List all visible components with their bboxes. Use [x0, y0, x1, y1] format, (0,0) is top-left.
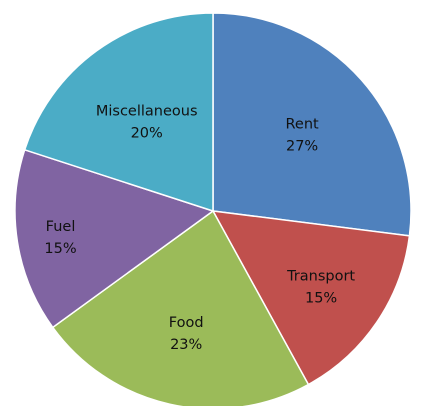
pie-labels: Rent 27% Transport 15% Food 23% Fuel 15% Miscell… [44, 104, 355, 353]
slice-label-miscellaneous: Miscellaneous [96, 104, 198, 120]
slice-value-rent: 27% [286, 138, 318, 154]
pie-slice-miscellaneous [23, 12, 214, 213]
pie-slice-transport [211, 210, 411, 386]
pie-slice-fuel [14, 148, 215, 329]
slice-value-transport: 15% [305, 291, 337, 307]
pie-slice-rent [212, 12, 412, 237]
slice-label-food: Food [169, 315, 204, 331]
slice-label-fuel: Fuel [46, 219, 76, 235]
pie-slice-food [51, 209, 310, 406]
slice-label-transport: Transport [286, 269, 355, 285]
pie-slices [14, 12, 412, 406]
slice-value-fuel: 15% [44, 241, 76, 257]
slice-label-rent: Rent [285, 116, 319, 132]
slice-value-food: 23% [170, 337, 202, 353]
slice-value-miscellaneous: 20% [131, 126, 163, 142]
